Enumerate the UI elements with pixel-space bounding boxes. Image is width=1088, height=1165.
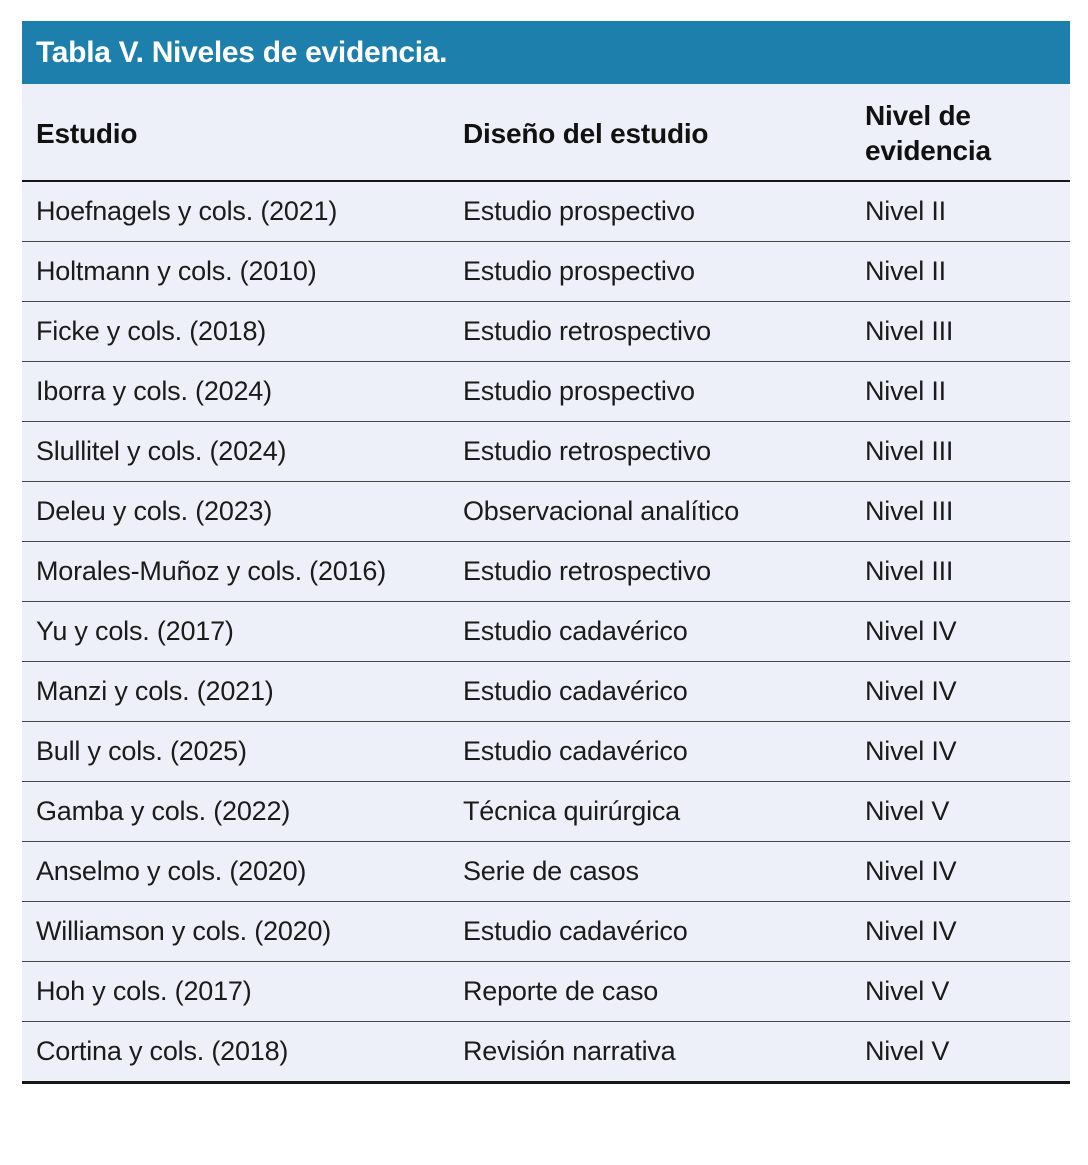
level-cell: Nivel V	[865, 1021, 1070, 1084]
design-cell: Estudio cadavérico	[463, 901, 865, 962]
level-cell: Nivel II	[865, 181, 1070, 242]
design-cell: Estudio retrospectivo	[463, 301, 865, 362]
level-cell: Nivel IV	[865, 601, 1070, 662]
study-cell: Williamson y cols. (2020)	[22, 901, 463, 962]
level-cell: Nivel IV	[865, 661, 1070, 722]
study-cell: Ficke y cols. (2018)	[22, 301, 463, 362]
study-cell: Cortina y cols. (2018)	[22, 1021, 463, 1084]
level-cell: Nivel IV	[865, 721, 1070, 782]
design-cell: Estudio cadavérico	[463, 721, 865, 782]
table-row: Slullitel y cols. (2024) Estudio retrospe…	[22, 421, 1070, 482]
design-cell: Revisión narrativa	[463, 1021, 865, 1084]
study-cell: Hoh y cols. (2017)	[22, 961, 463, 1022]
table-row: Hoh y cols. (2017) Reporte de caso Nivel V	[22, 961, 1070, 1022]
table-row: Anselmo y cols. (2020) Serie de casos Nive…	[22, 841, 1070, 902]
table-row: Cortina y cols. (2018) Revisión narrativa…	[22, 1021, 1070, 1084]
table-row: Gamba y cols. (2022) Técnica quirúrgica Ni…	[22, 781, 1070, 842]
table-row: Holtmann y cols. (2010) Estudio prospecti…	[22, 241, 1070, 302]
level-cell: Nivel III	[865, 481, 1070, 542]
level-cell: Nivel IV	[865, 841, 1070, 902]
table-row: Bull y cols. (2025) Estudio cadavérico Niv…	[22, 721, 1070, 782]
design-cell: Estudio retrospectivo	[463, 541, 865, 602]
study-cell: Hoefnagels y cols. (2021)	[22, 181, 463, 242]
table-row: Hoefnagels y cols. (2021) Estudio prospec…	[22, 181, 1070, 242]
header-row: Estudio Diseño del estudio Nivel de evid…	[22, 84, 1070, 182]
study-cell: Morales-Muñoz y cols. (2016)	[22, 541, 463, 602]
level-cell: Nivel V	[865, 781, 1070, 842]
level-cell: Nivel II	[865, 361, 1070, 422]
table-title: Tabla V. Niveles de evidencia.	[36, 35, 448, 69]
design-cell: Estudio prospectivo	[463, 361, 865, 422]
column-header-nivel-de-evidencia: Nivel de evidencia	[865, 84, 1070, 182]
evidence-levels-table: Estudio Diseño del estudio Nivel de evid…	[22, 84, 1070, 1084]
column-header-diseno-del-estudio: Diseño del estudio	[463, 84, 865, 182]
level-cell: Nivel III	[865, 541, 1070, 602]
study-cell: Gamba y cols. (2022)	[22, 781, 463, 842]
study-cell: Iborra y cols. (2024)	[22, 361, 463, 422]
evidence-table-card: Tabla V. Niveles de evidencia. Estudio D…	[22, 21, 1070, 1084]
study-cell: Yu y cols. (2017)	[22, 601, 463, 662]
table-row: Deleu y cols. (2023) Observacional analít…	[22, 481, 1070, 542]
study-cell: Holtmann y cols. (2010)	[22, 241, 463, 302]
level-cell: Nivel IV	[865, 901, 1070, 962]
design-cell: Estudio prospectivo	[463, 241, 865, 302]
table-header: Estudio Diseño del estudio Nivel de evid…	[22, 84, 1070, 182]
table-row: Yu y cols. (2017) Estudio cadavérico Nivel…	[22, 601, 1070, 662]
design-cell: Estudio cadavérico	[463, 661, 865, 722]
design-cell: Serie de casos	[463, 841, 865, 902]
column-header-estudio: Estudio	[22, 84, 463, 182]
table-row: Iborra y cols. (2024) Estudio prospectivo…	[22, 361, 1070, 422]
study-cell: Bull y cols. (2025)	[22, 721, 463, 782]
design-cell: Observacional analítico	[463, 481, 865, 542]
level-cell: Nivel V	[865, 961, 1070, 1022]
design-cell: Reporte de caso	[463, 961, 865, 1022]
study-cell: Manzi y cols. (2021)	[22, 661, 463, 722]
design-cell: Técnica quirúrgica	[463, 781, 865, 842]
table-row: Manzi y cols. (2021) Estudio cadavérico Ni…	[22, 661, 1070, 722]
study-cell: Deleu y cols. (2023)	[22, 481, 463, 542]
design-cell: Estudio prospectivo	[463, 181, 865, 242]
table-row: Ficke y cols. (2018) Estudio retrospectiv…	[22, 301, 1070, 362]
table-body: Hoefnagels y cols. (2021) Estudio prospec…	[22, 181, 1070, 1084]
design-cell: Estudio cadavérico	[463, 601, 865, 662]
design-cell: Estudio retrospectivo	[463, 421, 865, 482]
table-row: Williamson y cols. (2020) Estudio cadavér…	[22, 901, 1070, 962]
study-cell: Anselmo y cols. (2020)	[22, 841, 463, 902]
level-cell: Nivel III	[865, 301, 1070, 362]
study-cell: Slullitel y cols. (2024)	[22, 421, 463, 482]
level-cell: Nivel III	[865, 421, 1070, 482]
table-title-bar: Tabla V. Niveles de evidencia.	[22, 21, 1070, 84]
table-row: Morales-Muñoz y cols. (2016) Estudio retr…	[22, 541, 1070, 602]
level-cell: Nivel II	[865, 241, 1070, 302]
